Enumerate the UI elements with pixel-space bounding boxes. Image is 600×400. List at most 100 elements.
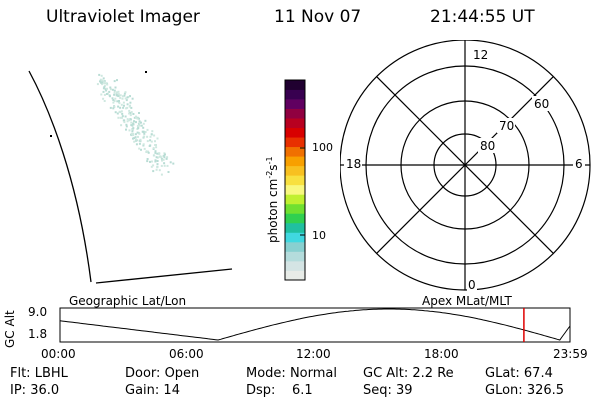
- info-glat: GLat: 67.4: [485, 366, 553, 381]
- aurora-pixel: [108, 90, 111, 93]
- aurora-pixel: [130, 121, 133, 124]
- info-seq: Seq: 39: [363, 383, 413, 398]
- aurora-pixel: [160, 157, 163, 160]
- aurora-pixel: [150, 160, 153, 163]
- aurora-pixel: [123, 92, 126, 95]
- colorbar-cell: [285, 203, 305, 214]
- aurora-pixel: [135, 116, 137, 119]
- aurora-pixel: [117, 105, 120, 108]
- aurora-pixel: [138, 117, 140, 120]
- aurora-pixel: [139, 138, 142, 141]
- aurora-pixel: [98, 73, 101, 76]
- aurora-emission: [96, 73, 175, 176]
- aurora-pixel: [129, 118, 132, 121]
- polar-grid: 12 0 18 6 80 70 60: [340, 40, 591, 292]
- aurora-pixel: [101, 79, 104, 82]
- colorbar-cell: [285, 89, 305, 100]
- aurora-pixel: [150, 140, 153, 143]
- aurora-pixel: [125, 123, 128, 126]
- aurora-pixel: [153, 154, 156, 157]
- image-bottom-edge: [95, 268, 233, 284]
- colorbar-cell: [285, 270, 305, 281]
- info-dsp: Dsp: 6.1: [246, 383, 313, 398]
- colorbar-cell: [285, 99, 305, 109]
- aurora-pixel: [103, 84, 106, 87]
- aurora-pixel: [152, 164, 155, 167]
- mlt-label-12: 12: [473, 48, 488, 62]
- aurora-pixel: [155, 146, 158, 149]
- orbit-altitude-plot: [59, 307, 571, 343]
- info-ip: IP: 36.0: [10, 383, 60, 398]
- aurora-pixel: [113, 93, 116, 96]
- image-mark: [50, 135, 52, 137]
- aurora-pixel: [119, 111, 122, 114]
- aurora-pixel: [163, 152, 166, 155]
- mlt-label-18: 18: [346, 157, 361, 171]
- aurora-pixel: [130, 124, 133, 127]
- aurora-pixel: [126, 96, 129, 99]
- colorbar: 100 10 photon cm-2s-1: [265, 79, 333, 281]
- aurora-pixel: [136, 131, 139, 134]
- aurora-pixel: [160, 173, 163, 176]
- aurora-pixel: [112, 99, 115, 101]
- aurora-pixel: [153, 134, 156, 137]
- aurora-pixel: [131, 130, 134, 133]
- aurora-pixel: [133, 120, 136, 123]
- aurora-pixel: [101, 83, 104, 86]
- info-glon: GLon: 326.5: [485, 383, 565, 398]
- colorbar-cell: [285, 165, 305, 176]
- aurora-pixel: [149, 139, 152, 142]
- aurora-pixel: [132, 122, 135, 125]
- aurora-pixel: [106, 83, 109, 86]
- aurora-pixel: [105, 82, 107, 85]
- aurora-pixel: [142, 144, 145, 147]
- colorbar-cell: [285, 137, 305, 148]
- aurora-pixel: [118, 100, 120, 102]
- aurora-pixel: [136, 117, 139, 120]
- colorbar-cell: [285, 260, 305, 271]
- aurora-pixel: [163, 162, 166, 165]
- aurora-pixel: [142, 136, 145, 139]
- mlt-line-diagonal: [376, 76, 554, 254]
- lat-label-80: 80: [480, 139, 495, 153]
- time-label: 21:44:55 UT: [430, 7, 535, 27]
- aurora-pixel: [128, 109, 131, 112]
- aurora-pixel: [147, 151, 150, 154]
- aurora-pixel: [102, 80, 105, 83]
- info-mode: Mode: Normal: [246, 366, 337, 381]
- aurora-pixel: [143, 135, 146, 138]
- aurora-pixel: [149, 160, 151, 163]
- colorbar-tick-label-10: 10: [312, 229, 326, 242]
- colorbar-cell: [285, 127, 305, 138]
- aurora-pixel: [156, 137, 159, 140]
- aurora-pixel: [126, 103, 129, 106]
- aurora-pixel: [152, 170, 155, 173]
- aurora-pixel: [135, 143, 138, 146]
- aurora-pixel: [137, 135, 139, 138]
- aurora-pixel: [140, 121, 142, 124]
- colorbar-cell: [285, 108, 305, 119]
- aurora-pixel: [148, 145, 151, 147]
- aurora-pixel: [138, 112, 140, 114]
- colorbar-cell: [285, 213, 305, 224]
- aurora-pixel: [142, 130, 145, 133]
- aurora-pixel: [130, 111, 133, 114]
- info-gain: Gain: 14: [125, 383, 180, 398]
- aurora-pixel: [142, 122, 145, 125]
- aurora-pixel: [155, 144, 157, 146]
- instrument-title: Ultraviolet Imager: [46, 7, 200, 27]
- aurora-pixel: [134, 133, 137, 136]
- earth-limb-arc: [28, 70, 92, 283]
- aurora-pixel: [156, 160, 159, 162]
- aurora-pixel: [163, 156, 166, 159]
- aurora-pixel: [156, 166, 159, 169]
- aurora-pixel: [121, 115, 124, 118]
- aurora-pixel: [126, 120, 129, 123]
- aurora-pixel: [130, 132, 133, 135]
- colorbar-cell: [285, 80, 305, 90]
- aurora-pixel: [138, 120, 141, 123]
- aurora-pixel: [109, 86, 112, 89]
- orbit-ymax-label: 9.0: [28, 305, 48, 319]
- aurora-pixel: [103, 93, 106, 96]
- aurora-pixel: [146, 135, 149, 138]
